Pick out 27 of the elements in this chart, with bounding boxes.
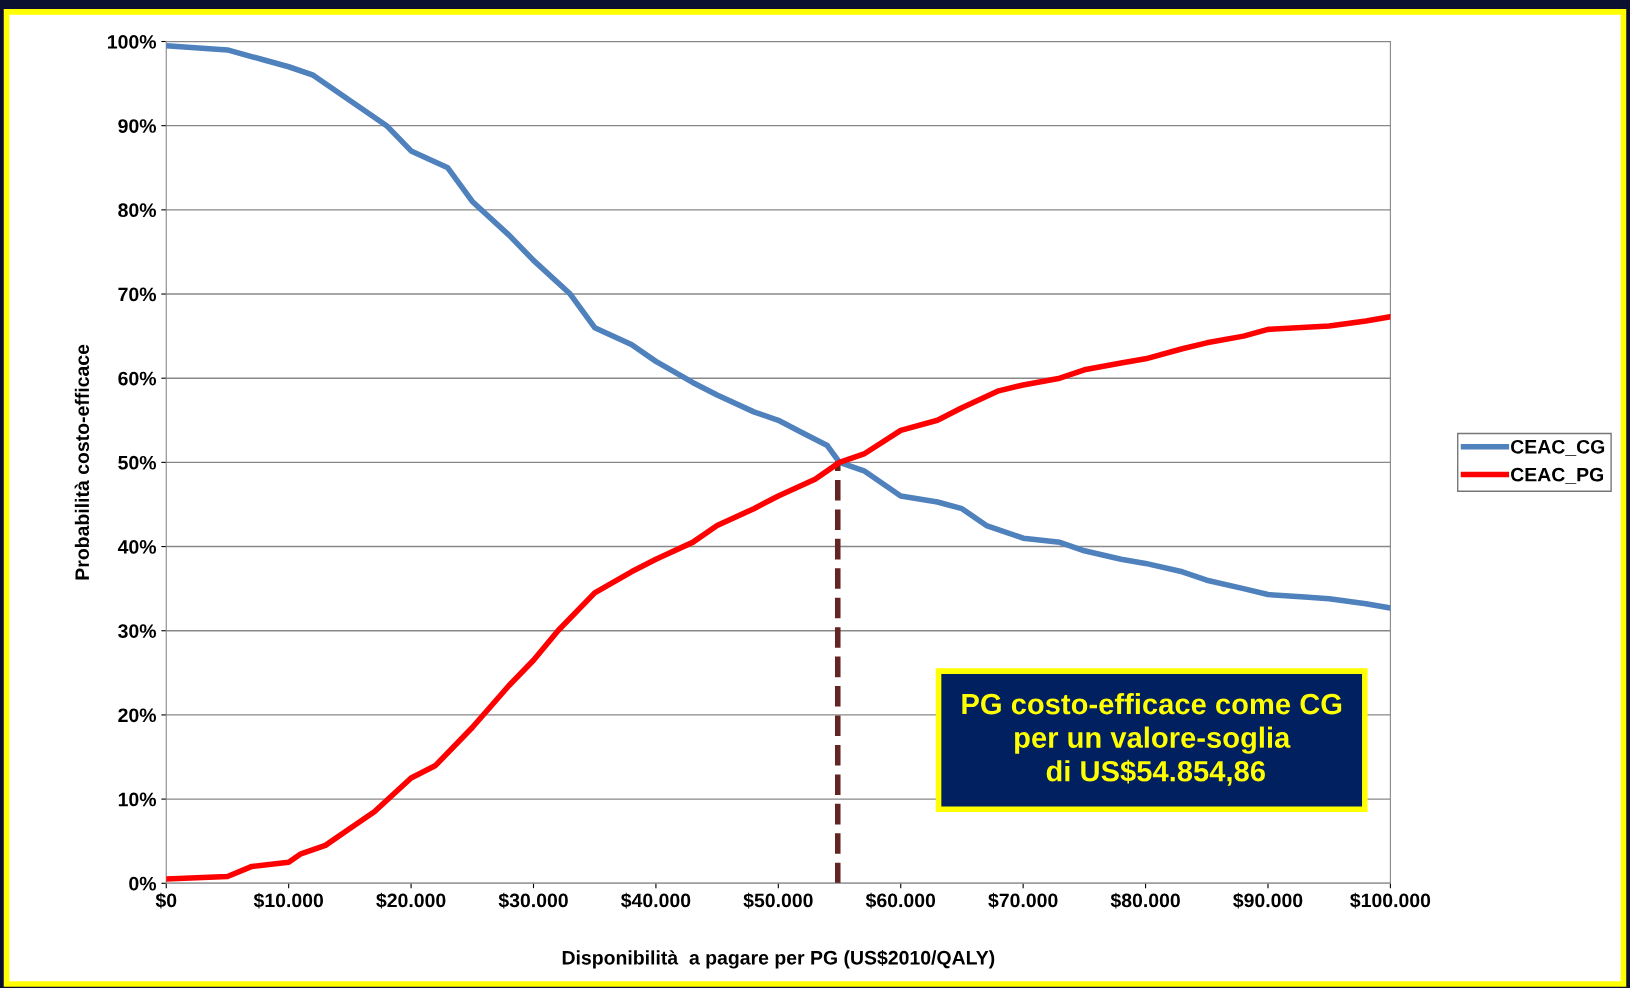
y-tick-label: 20% — [118, 708, 157, 723]
x-tick-label: $70.000 — [988, 892, 1058, 909]
y-tick-label: 70% — [118, 287, 157, 302]
y-tick-label: 0% — [129, 876, 157, 891]
y-tick-label: 90% — [118, 119, 157, 133]
legend-label: CEAC_CG — [1511, 439, 1605, 456]
x-tick-label: $90.000 — [1233, 892, 1303, 909]
x-tick-label: $10.000 — [253, 892, 324, 909]
x-tick-label: $30.000 — [498, 892, 568, 909]
x-tick-label: $40.000 — [621, 892, 691, 909]
x-tick-label: $50.000 — [743, 892, 813, 909]
x-axis-title: Disponibilità a pagare per PG (US$2010/QALY) — [562, 950, 995, 969]
x-tick-label: $60.000 — [865, 892, 936, 909]
y-tick-label: 60% — [118, 371, 157, 386]
y-axis-title: Probabilità costo-efficace — [74, 344, 90, 580]
x-tick-label: $0 — [155, 892, 177, 909]
legend-label: CEAC_PG — [1511, 467, 1604, 484]
y-tick-label: 30% — [118, 624, 157, 638]
x-tick-label: $20.000 — [376, 892, 446, 909]
y-tick-label: 10% — [118, 792, 157, 807]
annotation: PG costo-efficace come CG per un valore-soglia di US$54.854,86 — [962, 692, 1342, 786]
y-tick-label: 40% — [117, 540, 157, 554]
x-tick-label: $100.000 — [1350, 892, 1431, 909]
y-tick-label: 100% — [108, 34, 157, 49]
y-tick-label: 50% — [118, 455, 157, 470]
x-tick-label: $80.000 — [1110, 892, 1180, 909]
y-tick-label: 80% — [118, 203, 157, 218]
